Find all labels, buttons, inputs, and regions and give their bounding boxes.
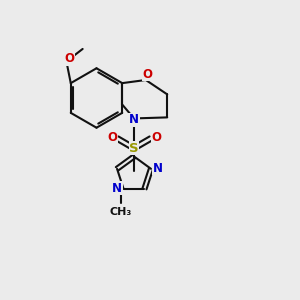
- Text: CH₃: CH₃: [110, 207, 132, 217]
- Text: N: N: [129, 113, 139, 126]
- Text: O: O: [107, 131, 117, 144]
- Text: S: S: [129, 142, 139, 155]
- Text: N: N: [152, 162, 163, 175]
- Text: O: O: [142, 68, 152, 80]
- Text: O: O: [65, 52, 75, 65]
- Text: O: O: [151, 131, 161, 144]
- Text: N: N: [112, 182, 122, 195]
